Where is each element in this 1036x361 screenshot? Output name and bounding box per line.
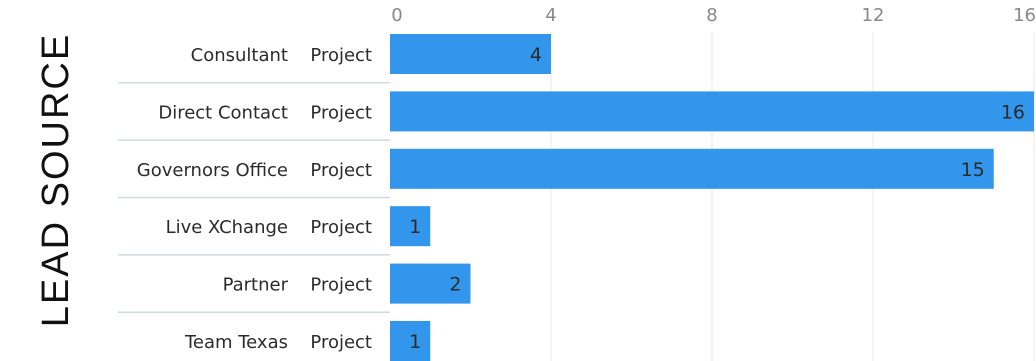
x-axis-ticks: 0 4 8 12 16 <box>391 5 1036 26</box>
group-label: Project <box>310 45 372 66</box>
x-tick-label: 8 <box>706 5 717 26</box>
category-label: Team Texas <box>184 332 288 353</box>
group-label: Project <box>310 275 372 296</box>
bar[interactable] <box>390 321 431 361</box>
group-label: Project <box>310 160 372 181</box>
group-label: Project <box>310 332 372 353</box>
x-tick-label: 12 <box>862 5 885 26</box>
category-label: Partner <box>223 275 289 296</box>
category-labels: Consultant Project Direct Contact Project Go… <box>137 45 372 353</box>
bar-value-label: 15 <box>961 159 985 181</box>
bar-value-label: 1 <box>409 216 421 238</box>
group-label: Project <box>310 217 372 238</box>
bar[interactable] <box>390 206 431 247</box>
category-label: Consultant <box>191 45 288 66</box>
x-tick-label: 4 <box>545 5 556 26</box>
group-label: Project <box>310 102 372 123</box>
y-axis-title: LEAD SOURCE <box>35 33 77 327</box>
bars: 4 16 15 1 2 1 <box>390 34 1034 361</box>
bar-value-label: 1 <box>409 331 421 353</box>
bar-value-label: 16 <box>1001 101 1025 123</box>
bar-value-label: 2 <box>449 274 461 296</box>
category-label: Live XChange <box>166 217 288 238</box>
category-label: Governors Office <box>137 160 288 181</box>
bar-value-label: 4 <box>530 44 542 66</box>
grid-lines <box>550 32 1035 361</box>
bar[interactable] <box>390 148 994 189</box>
x-tick-label: 16 <box>1013 5 1036 26</box>
category-label: Direct Contact <box>158 102 288 123</box>
x-tick-label: 0 <box>391 5 402 26</box>
bar[interactable] <box>390 34 551 74</box>
bar[interactable] <box>390 91 1034 132</box>
row-separators <box>118 81 390 314</box>
bar[interactable] <box>390 263 471 304</box>
